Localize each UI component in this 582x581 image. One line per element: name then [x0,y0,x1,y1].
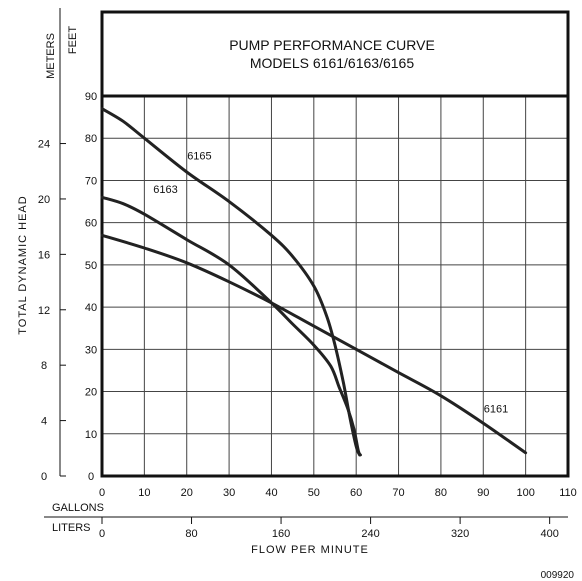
meter-tick-label: 12 [38,305,50,317]
gallons-tick-label: 40 [265,487,277,499]
liters-unit-label: LITERS [52,522,91,534]
gallons-tick-label: 50 [308,487,320,499]
liters-tick-label: 80 [185,528,197,540]
liters-tick-label: 160 [272,528,290,540]
x-axis-label: FLOW PER MINUTE [251,544,369,556]
gallons-tick-label: 20 [181,487,193,499]
image-code: 009920 [541,570,575,581]
gallons-tick-label: 90 [477,487,489,499]
plot-frame [100,94,570,478]
curve-labels: 6165 6163 6161 [153,150,508,415]
liters-tick-label: 320 [451,528,469,540]
gallons-tick-label: 30 [223,487,235,499]
meter-tick-label: 24 [38,139,50,151]
feet-tick-label: 90 [85,91,97,103]
grid-lines [102,96,568,476]
curves [100,107,528,457]
meter-tick-label: 4 [41,416,47,428]
gallons-tick-label: 80 [435,487,447,499]
gallons-tick-label: 100 [516,487,534,499]
liters-tick-label: 240 [361,528,379,540]
gallons-tick-label: 10 [138,487,150,499]
meter-tick-label: 16 [38,249,50,261]
title-box [100,10,570,98]
feet-tick-label: 50 [85,260,97,272]
gallons-unit-label: GALLONS [52,502,104,514]
gallons-tick-label: 70 [392,487,404,499]
meter-tick-label: 20 [38,194,50,206]
curve-label-6161: 6161 [484,404,508,416]
chart-title-line1: PUMP PERFORMANCE CURVE [229,37,435,53]
curve-6163 [100,195,362,457]
gallons-tick-label: 0 [99,487,105,499]
feet-tick-label: 0 [88,471,94,483]
feet-tick-label: 10 [85,429,97,441]
liters-tick-label: 0 [99,528,105,540]
curve-label-6163: 6163 [153,184,177,196]
feet-tick-label: 30 [85,344,97,356]
gallons-tick-label: 110 [559,487,577,499]
y-axis-label: TOTAL DYNAMIC HEAD [17,195,29,334]
meter-tick-label: 8 [41,360,47,372]
meter-tick-label: 0 [41,471,47,483]
meters-unit-label: METERS [45,33,57,79]
chart-title-line2: MODELS 6161/6163/6165 [250,55,414,71]
liters-tick-label: 400 [540,528,558,540]
gallons-tick-label: 60 [350,487,362,499]
curve-6161 [100,233,528,455]
feet-tick-label: 40 [85,302,97,314]
feet-tick-label: 80 [85,133,97,145]
curve-label-6165: 6165 [187,150,211,162]
feet-tick-label: 60 [85,218,97,230]
feet-tick-label: 70 [85,175,97,187]
feet-unit-label: FEET [67,26,79,54]
feet-tick-label: 20 [85,387,97,399]
